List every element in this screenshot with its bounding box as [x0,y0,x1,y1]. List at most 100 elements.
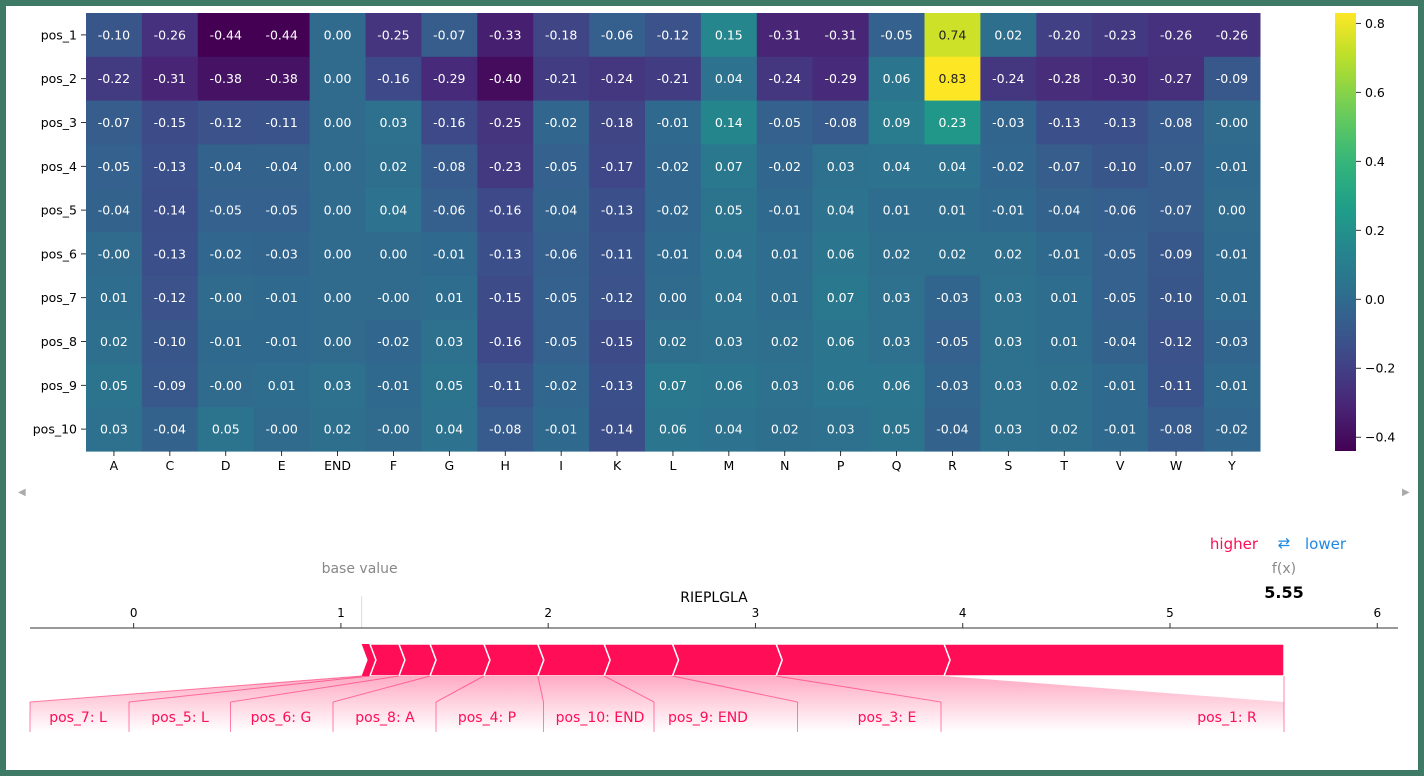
heatmap-cell [645,363,702,408]
cell-value-label: -0.01 [1216,290,1248,305]
cell-value-label: -0.11 [265,115,297,130]
heatmap-cell [477,232,534,277]
cell-value-label: -0.44 [210,27,242,42]
heatmap-cell [924,188,981,233]
cell-value-label: 0.01 [435,290,463,305]
heatmap-cell [365,319,422,364]
cell-value-label: 0.14 [715,115,743,130]
heatmap-cell [477,100,534,145]
cell-value-label: 0.01 [268,378,296,393]
cell-value-label: -0.01 [992,203,1024,218]
cell-value-label: -0.20 [1048,27,1080,42]
heatmap-cell [86,100,143,145]
cell-value-label: 0.00 [324,115,352,130]
heatmap-cell [141,13,199,58]
cell-value-label: -0.01 [433,246,465,261]
cell-value-label: 0.09 [883,115,911,130]
heatmap-cell [924,232,981,277]
cell-value-label: -0.38 [210,71,242,86]
cell-value-label: 0.03 [324,378,352,393]
label-connector-fill [672,676,941,732]
label-connector-fill [537,676,654,732]
cell-value-label: -0.38 [265,71,297,86]
heatmap-cell [309,275,367,321]
cell-value-label: 0.01 [939,203,967,218]
cell-value-label: -0.02 [545,378,577,393]
x-tick-label: 1 [337,606,345,620]
heatmap-cell [533,144,590,189]
cell-value-label: -0.08 [433,159,465,174]
cell-value-label: -0.16 [377,71,409,86]
cell-value-label: -0.22 [98,71,130,86]
cell-value-label: 0.02 [771,334,799,349]
heatmap-cell [1036,363,1093,408]
legend-higher-label: higher [1210,535,1259,553]
heatmap-cell [812,56,870,102]
heatmap-cell [309,56,367,102]
cell-value-label: -0.25 [377,27,409,42]
heatmap-cell [1204,56,1261,102]
cell-value-label: 0.05 [100,378,128,393]
heatmap-cell [309,144,367,189]
cell-value-label: -0.01 [1104,378,1136,393]
heatmap-cell [980,407,1037,452]
cell-value-label: -0.24 [601,71,633,86]
heatmap-cell [365,56,422,102]
heatmap-cell [1092,56,1149,102]
heatmap-cell [533,363,590,408]
x-tick-label: 0 [130,606,138,620]
cell-value-label: -0.01 [1104,422,1136,437]
heatmap-cell [365,13,422,58]
heatmap-cell [1036,188,1093,233]
cell-value-label: -0.11 [601,246,633,261]
heatmap-cell [980,13,1037,58]
heatmap-cell [1036,13,1093,58]
heatmap-cell [700,275,758,321]
cell-value-label: -0.16 [433,115,465,130]
cell-value-label: -0.15 [601,334,633,349]
cell-value-label: 0.03 [994,290,1022,305]
heatmap-cell [1092,13,1149,58]
cell-value-label: 0.06 [883,378,911,393]
label-connector-line [537,675,544,703]
heatmap-cell [700,232,758,277]
cell-value-label: 0.06 [659,422,687,437]
heatmap-cell [309,363,367,408]
heatmap-cell [1204,232,1261,277]
row-label: pos_7 [41,290,77,305]
label-connector-fill [230,676,431,732]
cell-value-label: -0.16 [489,203,521,218]
heatmap-cell [756,275,814,321]
cell-value-label: 0.06 [883,71,911,86]
heatmap-cell [700,319,758,364]
scroll-right-icon[interactable]: ▶ [1402,487,1410,498]
heatmap-cell [1204,407,1261,452]
cell-value-label: -0.40 [489,71,521,86]
cell-value-label: -0.11 [1160,378,1192,393]
force-plot-title: RIEPLGLA [680,590,748,606]
cell-value-label: -0.13 [601,203,633,218]
cell-value-label: -0.18 [601,115,633,130]
heatmap-cell [197,188,255,233]
cell-value-label: 0.02 [1050,378,1078,393]
heatmap-cell [477,363,534,408]
cell-value-label: 0.00 [324,203,352,218]
cell-value-label: 0.00 [324,27,352,42]
cell-value-label: -0.04 [936,422,968,437]
heatmap-cell [141,144,199,189]
heatmap-cell [1148,407,1205,452]
row-label: pos_10 [33,422,77,437]
heatmap-cell [812,144,870,189]
cell-value-label: 0.03 [380,115,408,130]
cell-value-label: -0.03 [265,246,297,261]
column-label: N [780,458,789,473]
cell-value-label: -0.10 [98,27,130,42]
scroll-left-icon[interactable]: ◀ [18,487,26,498]
cell-value-label: -0.01 [265,290,297,305]
heatmap-cell [1204,275,1261,321]
cell-value-label: -0.29 [824,71,856,86]
cell-value-label: -0.13 [1048,115,1080,130]
label-connector-line [332,675,431,703]
heatmap-cell [756,363,814,408]
cell-value-label: 0.00 [1218,203,1246,218]
